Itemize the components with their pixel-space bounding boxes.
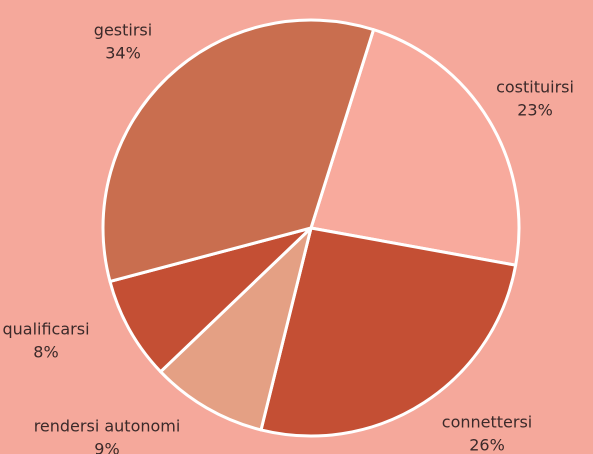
slice-label: connettersi	[442, 413, 532, 432]
pie-slice	[309, 28, 521, 267]
pie-slice	[101, 18, 376, 283]
slice-label: gestirsi	[94, 21, 152, 40]
pie-slice	[108, 226, 313, 374]
slice-value-label: 34%	[105, 44, 141, 63]
pie-slice	[259, 226, 518, 438]
slice-value-label: 26%	[469, 436, 505, 454]
slice-value-label: 23%	[517, 101, 553, 120]
slice-label: costituirsi	[496, 78, 574, 97]
slice-value-label: 8%	[33, 343, 58, 362]
pie-slice	[159, 226, 313, 432]
slice-label: qualificarsi	[2, 320, 89, 339]
slice-value-label: 9%	[94, 440, 119, 454]
slice-label: rendersi autonomi	[34, 417, 181, 436]
